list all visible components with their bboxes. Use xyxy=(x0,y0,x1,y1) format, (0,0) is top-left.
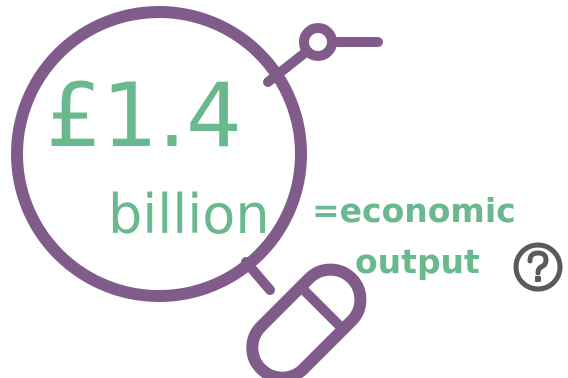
question-circle-icon[interactable] xyxy=(513,242,563,292)
caption-output: output xyxy=(355,242,480,281)
amount-value: £1.4 xyxy=(46,64,242,167)
amount-unit: billion xyxy=(108,183,270,246)
pointer-diagonal xyxy=(263,47,311,87)
lens-ring xyxy=(11,6,307,302)
caption-equals-economic: =economic xyxy=(312,191,516,230)
lens-neck xyxy=(241,257,275,295)
handle xyxy=(246,263,367,378)
